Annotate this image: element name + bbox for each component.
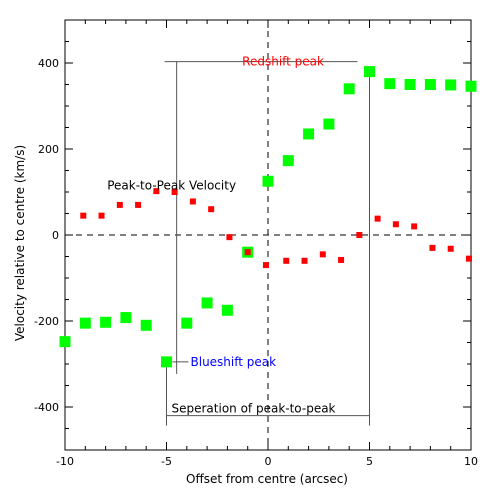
y-tick-label: -200 (34, 315, 59, 328)
red-data-point (208, 206, 215, 213)
axis-ticks: -10 -5 0 5 10 -400 -200 0 200 400 (34, 19, 478, 468)
data-series (59, 66, 477, 368)
green-data-point (465, 80, 477, 92)
green-data-point (201, 297, 213, 309)
green-data-point (384, 78, 396, 90)
green-data-point (323, 118, 335, 130)
green-data-point (404, 79, 416, 90)
y-tick-label: -400 (34, 401, 59, 414)
red-data-point (226, 234, 233, 241)
green-data-point (120, 312, 132, 324)
red-data-point (262, 262, 269, 269)
red-data-point (171, 189, 178, 195)
x-tick-label: -5 (161, 455, 172, 468)
green-data-point (303, 128, 315, 140)
red-data-point (465, 255, 472, 262)
red-data-point (283, 257, 290, 264)
red-data-point (392, 221, 399, 228)
x-axis-title: Offset from centre (arcsec) (186, 472, 348, 486)
green-data-point (161, 356, 172, 368)
reference-lines (65, 20, 471, 450)
green-data-point (79, 317, 91, 329)
green-data-point (221, 304, 233, 316)
y-tick-label: 0 (52, 229, 59, 242)
red-data-point (429, 244, 436, 251)
x-tick-label: 10 (464, 455, 478, 468)
green-data-point (364, 66, 375, 78)
red-data-point (116, 201, 123, 208)
red-data-point (301, 257, 308, 264)
peak-to-peak-velocity-label: Peak-to-Peak Velocity (107, 179, 236, 193)
green-data-point (282, 155, 294, 167)
y-axis-title: Velocity relative to centre (km/s) (13, 145, 27, 341)
x-tick-label: 0 (265, 455, 272, 468)
green-data-point (181, 317, 193, 329)
red-data-point (98, 212, 105, 219)
green-data-point (445, 79, 457, 91)
green-data-point (262, 175, 274, 187)
x-tick-label: 5 (366, 455, 373, 468)
red-data-point (411, 223, 418, 230)
y-tick-label: 400 (38, 57, 59, 70)
red-data-point (153, 188, 160, 195)
x-tick-label: -10 (56, 455, 74, 468)
red-data-point (338, 256, 345, 263)
annotation-lines (164, 61, 370, 426)
red-data-point (244, 249, 251, 256)
blueshift-peak-label: Blueshift peak (191, 355, 277, 369)
red-data-point (356, 232, 363, 238)
red-data-point (319, 251, 326, 258)
green-data-point (343, 83, 355, 95)
green-data-point (140, 319, 152, 331)
red-data-point (135, 201, 142, 208)
green-data-point (424, 79, 436, 90)
red-data-point (80, 212, 87, 219)
red-data-point (189, 198, 196, 205)
green-data-point (59, 336, 71, 348)
green-data-point (100, 316, 112, 328)
red-data-point (374, 215, 381, 222)
separation-label: Seperation of peak-to-peak (172, 402, 336, 416)
redshift-peak-label: Redshift peak (242, 55, 324, 69)
y-tick-label: 200 (38, 143, 59, 156)
red-data-point (447, 245, 454, 252)
